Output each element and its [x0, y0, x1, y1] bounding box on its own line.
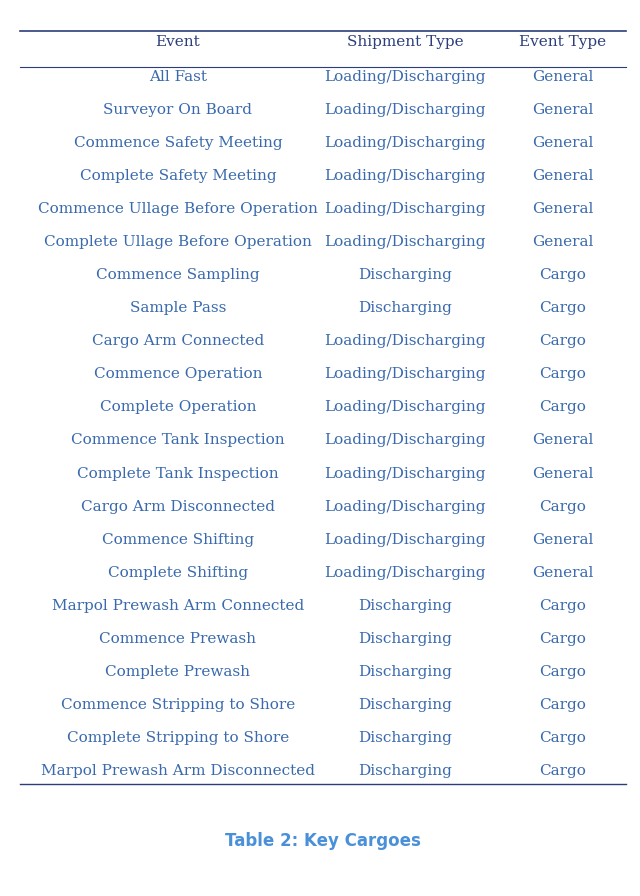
Text: Commence Shifting: Commence Shifting — [102, 532, 254, 547]
Text: Loading/Discharging: Loading/Discharging — [324, 70, 486, 84]
Text: Cargo Arm Connected: Cargo Arm Connected — [92, 334, 264, 349]
Text: Cargo: Cargo — [540, 665, 586, 679]
Text: General: General — [532, 136, 593, 150]
Text: Commence Ullage Before Operation: Commence Ullage Before Operation — [38, 202, 318, 216]
Text: General: General — [532, 236, 593, 249]
Text: Cargo Arm Disconnected: Cargo Arm Disconnected — [81, 500, 275, 513]
Text: Sample Pass: Sample Pass — [130, 301, 226, 315]
Text: General: General — [532, 103, 593, 117]
Text: Discharging: Discharging — [358, 632, 452, 646]
Text: Cargo: Cargo — [540, 599, 586, 613]
Text: General: General — [532, 532, 593, 547]
Text: Loading/Discharging: Loading/Discharging — [324, 367, 486, 382]
Text: Discharging: Discharging — [358, 301, 452, 315]
Text: Complete Stripping to Shore: Complete Stripping to Shore — [67, 731, 289, 745]
Text: Cargo: Cargo — [540, 334, 586, 349]
Text: Loading/Discharging: Loading/Discharging — [324, 532, 486, 547]
Text: Discharging: Discharging — [358, 764, 452, 778]
Text: All Fast: All Fast — [149, 70, 207, 84]
Text: Complete Shifting: Complete Shifting — [108, 565, 248, 580]
Text: Cargo: Cargo — [540, 301, 586, 315]
Text: General: General — [532, 434, 593, 447]
Text: Event: Event — [156, 35, 200, 48]
Text: Cargo: Cargo — [540, 632, 586, 646]
Text: Discharging: Discharging — [358, 698, 452, 712]
Text: Loading/Discharging: Loading/Discharging — [324, 467, 486, 480]
Text: Marpol Prewash Arm Connected: Marpol Prewash Arm Connected — [52, 599, 304, 613]
Text: Loading/Discharging: Loading/Discharging — [324, 334, 486, 349]
Text: General: General — [532, 70, 593, 84]
Text: Loading/Discharging: Loading/Discharging — [324, 169, 486, 183]
Text: Discharging: Discharging — [358, 268, 452, 282]
Text: Complete Operation: Complete Operation — [100, 401, 256, 415]
Text: Loading/Discharging: Loading/Discharging — [324, 236, 486, 249]
Text: Complete Safety Meeting: Complete Safety Meeting — [79, 169, 276, 183]
Text: Cargo: Cargo — [540, 731, 586, 745]
Text: Discharging: Discharging — [358, 665, 452, 679]
Text: Surveyor On Board: Surveyor On Board — [103, 103, 252, 117]
Text: General: General — [532, 169, 593, 183]
Text: Complete Tank Inspection: Complete Tank Inspection — [77, 467, 278, 480]
Text: Commence Safety Meeting: Commence Safety Meeting — [74, 136, 282, 150]
Text: General: General — [532, 565, 593, 580]
Text: General: General — [532, 467, 593, 480]
Text: Cargo: Cargo — [540, 401, 586, 415]
Text: Loading/Discharging: Loading/Discharging — [324, 103, 486, 117]
Text: Event Type: Event Type — [519, 35, 607, 48]
Text: General: General — [532, 202, 593, 216]
Text: Commence Tank Inspection: Commence Tank Inspection — [71, 434, 285, 447]
Text: Loading/Discharging: Loading/Discharging — [324, 500, 486, 513]
Text: Cargo: Cargo — [540, 268, 586, 282]
Text: Loading/Discharging: Loading/Discharging — [324, 202, 486, 216]
Text: Loading/Discharging: Loading/Discharging — [324, 565, 486, 580]
Text: Commence Stripping to Shore: Commence Stripping to Shore — [61, 698, 295, 712]
Text: Loading/Discharging: Loading/Discharging — [324, 136, 486, 150]
Text: Complete Prewash: Complete Prewash — [106, 665, 250, 679]
Text: Table 2: Key Cargoes: Table 2: Key Cargoes — [225, 832, 421, 850]
Text: Commence Sampling: Commence Sampling — [96, 268, 260, 282]
Text: Shipment Type: Shipment Type — [347, 35, 463, 48]
Text: Loading/Discharging: Loading/Discharging — [324, 434, 486, 447]
Text: Commence Operation: Commence Operation — [93, 367, 262, 382]
Text: Marpol Prewash Arm Disconnected: Marpol Prewash Arm Disconnected — [41, 764, 315, 778]
Text: Discharging: Discharging — [358, 731, 452, 745]
Text: Commence Prewash: Commence Prewash — [99, 632, 257, 646]
Text: Cargo: Cargo — [540, 500, 586, 513]
Text: Loading/Discharging: Loading/Discharging — [324, 401, 486, 415]
Text: Cargo: Cargo — [540, 367, 586, 382]
Text: Cargo: Cargo — [540, 698, 586, 712]
Text: Cargo: Cargo — [540, 764, 586, 778]
Text: Discharging: Discharging — [358, 599, 452, 613]
Text: Complete Ullage Before Operation: Complete Ullage Before Operation — [44, 236, 312, 249]
